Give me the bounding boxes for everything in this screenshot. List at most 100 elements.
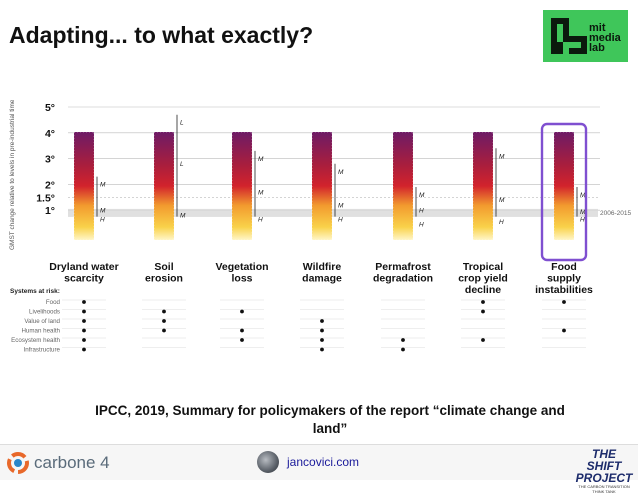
caption-line2: land”: [312, 421, 348, 436]
risk-dot: [82, 347, 86, 352]
risk-bar: [74, 132, 94, 240]
risk-dot: [481, 309, 485, 314]
risk-bar: [312, 132, 332, 240]
confidence-label: M: [580, 192, 586, 199]
risk-dot: [240, 309, 244, 314]
risk-chart: GMST change relative to levels in pre-in…: [8, 100, 631, 354]
system-label: Human health: [21, 328, 60, 335]
y-axis-label: GMST change relative to levels in pre-in…: [8, 100, 16, 250]
confidence-label: H: [580, 216, 585, 223]
category-label: Wildfire: [303, 261, 342, 273]
risk-bar: [154, 132, 174, 240]
highlight-box: [540, 122, 588, 262]
system-label: Livelihoods: [29, 309, 60, 316]
risk-bar: [554, 132, 574, 240]
category-label: decline: [465, 284, 501, 296]
risk-dot: [162, 319, 166, 323]
risk-dot: [162, 309, 166, 314]
category-label: Soil: [154, 261, 173, 273]
mit-media-lab-logo: mit media lab: [543, 10, 628, 62]
risk-dot: [240, 328, 244, 333]
system-label: Infrastructure: [24, 347, 61, 354]
y-tick-label: 4°: [45, 128, 55, 140]
risk-bar-texture: [153, 131, 175, 241]
slide-title: Adapting... to what exactly?: [9, 22, 314, 48]
confidence-label: M: [499, 153, 505, 160]
confidence-label: L: [180, 161, 184, 168]
category-label: damage: [302, 273, 342, 285]
confidence-label: M: [580, 209, 586, 216]
risk-dot: [320, 347, 324, 352]
y-tick-label: 1°: [45, 205, 55, 217]
risk-dot: [401, 338, 405, 342]
carbone4-text: carbone 4: [34, 453, 110, 472]
category-label: scarcity: [64, 273, 104, 285]
confidence-label: M: [338, 169, 344, 176]
risk-dot: [82, 319, 86, 323]
confidence-label: M: [419, 192, 425, 199]
y-tick-label: 3°: [45, 154, 55, 166]
category-label: Dryland water: [49, 261, 118, 273]
risk-bar-texture: [553, 131, 575, 241]
shift-tagline: THE CARBON TRANSITION THINK TANK: [578, 484, 630, 494]
risk-dot: [82, 338, 86, 342]
risk-dot: [162, 328, 166, 333]
confidence-label: M: [258, 189, 264, 196]
mit-logo-line1: mit: [589, 22, 606, 34]
confidence-label: M: [338, 202, 344, 209]
caption-line1: IPCC, 2019, Summary for policymakers of …: [95, 403, 565, 418]
system-label: Ecosystem health: [11, 337, 60, 344]
confidence-label: H: [419, 207, 424, 214]
risk-dot: [320, 338, 324, 342]
risk-bar-texture: [73, 131, 95, 241]
risk-dot: [320, 319, 324, 323]
system-label: Food: [46, 299, 61, 306]
confidence-label: H: [419, 222, 424, 229]
category-label: Tropical: [463, 261, 503, 273]
category-label: supply: [547, 273, 581, 285]
risk-dot: [481, 300, 485, 304]
risk-bar-texture: [231, 131, 253, 241]
confidence-label: H: [499, 219, 504, 226]
category-label: instabilities: [535, 284, 593, 296]
website-link[interactable]: jancovici.com: [287, 455, 360, 469]
source-caption: IPCC, 2019, Summary for policymakers of …: [40, 402, 620, 438]
y-tick-label: 1.5°: [36, 192, 55, 204]
category-label: degradation: [373, 273, 433, 285]
category-label: crop yield: [458, 273, 508, 285]
baseline-band: [68, 208, 598, 217]
risk-dot: [401, 347, 405, 352]
confidence-label: H: [338, 216, 343, 223]
risk-bar-texture: [392, 131, 414, 241]
confidence-label: H: [100, 216, 105, 223]
systems-heading: Systems at risk:: [10, 288, 60, 295]
confidence-label: M: [499, 197, 505, 204]
confidence-label: M: [180, 213, 186, 220]
system-label: Value of land: [24, 318, 60, 325]
carbone-ring-icon: [7, 452, 29, 474]
risk-dot: [562, 300, 566, 304]
risk-dot: [82, 309, 86, 314]
category-label: Permafrost: [375, 261, 431, 273]
confidence-label: M: [258, 156, 264, 163]
risk-bar: [393, 132, 413, 240]
risk-bar: [232, 132, 252, 240]
media-lab-mark-icon: [551, 18, 587, 54]
y-tick-label: 5°: [45, 102, 55, 114]
risk-dot: [82, 300, 86, 304]
confidence-label: M: [100, 182, 106, 189]
mit-logo-line3: lab: [589, 42, 605, 54]
category-label: Food: [551, 261, 577, 273]
risk-dot: [320, 328, 324, 333]
risk-dot: [240, 338, 244, 342]
confidence-label: H: [258, 216, 263, 223]
risk-bar-texture: [311, 131, 333, 241]
band-label: 2006-2015: [600, 210, 631, 217]
y-tick-label: 2°: [45, 179, 55, 191]
shift-project-logo: THE SHIFT PROJECT THE CARBON TRANSITION …: [574, 448, 634, 494]
category-label: erosion: [145, 273, 183, 285]
confidence-label: L: [180, 120, 184, 127]
moon-icon: [257, 451, 279, 473]
risk-bar: [473, 132, 493, 240]
mit-logo-line2: media: [589, 32, 621, 44]
